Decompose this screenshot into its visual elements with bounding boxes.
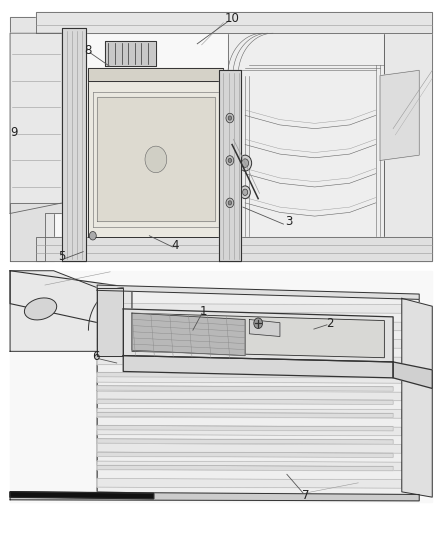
Polygon shape	[36, 237, 432, 261]
Circle shape	[240, 186, 251, 199]
Text: 2: 2	[326, 317, 334, 330]
Polygon shape	[228, 33, 385, 261]
Polygon shape	[97, 373, 393, 378]
Polygon shape	[97, 479, 402, 488]
Text: 4: 4	[172, 239, 179, 252]
Text: 7: 7	[302, 489, 310, 502]
Polygon shape	[36, 12, 432, 33]
Polygon shape	[97, 374, 402, 383]
Polygon shape	[97, 288, 419, 500]
Polygon shape	[132, 313, 385, 358]
Polygon shape	[97, 461, 402, 471]
Circle shape	[226, 156, 234, 165]
Polygon shape	[97, 413, 393, 418]
Polygon shape	[97, 465, 393, 471]
Polygon shape	[105, 41, 156, 66]
Polygon shape	[10, 492, 154, 499]
Text: 3: 3	[285, 215, 292, 229]
Polygon shape	[97, 443, 402, 453]
Polygon shape	[402, 298, 432, 497]
Polygon shape	[97, 285, 419, 300]
Polygon shape	[97, 321, 402, 330]
Polygon shape	[97, 97, 215, 221]
Polygon shape	[88, 81, 223, 237]
Polygon shape	[97, 288, 123, 356]
Polygon shape	[97, 391, 402, 401]
Polygon shape	[123, 309, 393, 362]
Polygon shape	[393, 362, 432, 389]
Polygon shape	[97, 399, 393, 405]
Circle shape	[145, 146, 167, 173]
Text: 1: 1	[200, 304, 208, 318]
Ellipse shape	[25, 298, 57, 320]
Text: 5: 5	[58, 251, 65, 263]
Polygon shape	[97, 452, 393, 457]
Polygon shape	[250, 319, 280, 336]
Text: 10: 10	[225, 12, 240, 25]
Circle shape	[228, 201, 232, 205]
Polygon shape	[62, 28, 86, 261]
Polygon shape	[97, 425, 393, 431]
Polygon shape	[36, 12, 428, 261]
Circle shape	[89, 231, 96, 240]
Text: 8: 8	[84, 44, 91, 56]
Polygon shape	[88, 68, 223, 81]
Polygon shape	[123, 356, 393, 378]
Polygon shape	[97, 426, 402, 435]
Polygon shape	[97, 409, 402, 418]
Polygon shape	[385, 28, 432, 261]
Circle shape	[226, 114, 234, 123]
Circle shape	[226, 198, 234, 208]
Text: 9: 9	[10, 126, 18, 140]
Circle shape	[242, 159, 249, 167]
Polygon shape	[10, 271, 97, 351]
Polygon shape	[380, 70, 419, 160]
Polygon shape	[10, 17, 53, 261]
Polygon shape	[219, 70, 241, 261]
Polygon shape	[97, 356, 402, 366]
Polygon shape	[10, 271, 132, 330]
Polygon shape	[132, 313, 245, 356]
Circle shape	[228, 116, 232, 120]
Text: 6: 6	[92, 350, 100, 363]
Polygon shape	[10, 203, 62, 261]
Circle shape	[254, 318, 262, 328]
Polygon shape	[97, 338, 402, 348]
Polygon shape	[10, 33, 62, 214]
Polygon shape	[97, 304, 402, 313]
Circle shape	[243, 189, 248, 196]
Circle shape	[228, 158, 232, 163]
Polygon shape	[10, 492, 419, 501]
Polygon shape	[97, 386, 393, 391]
Circle shape	[239, 155, 252, 171]
Polygon shape	[97, 439, 393, 444]
Polygon shape	[10, 271, 432, 503]
